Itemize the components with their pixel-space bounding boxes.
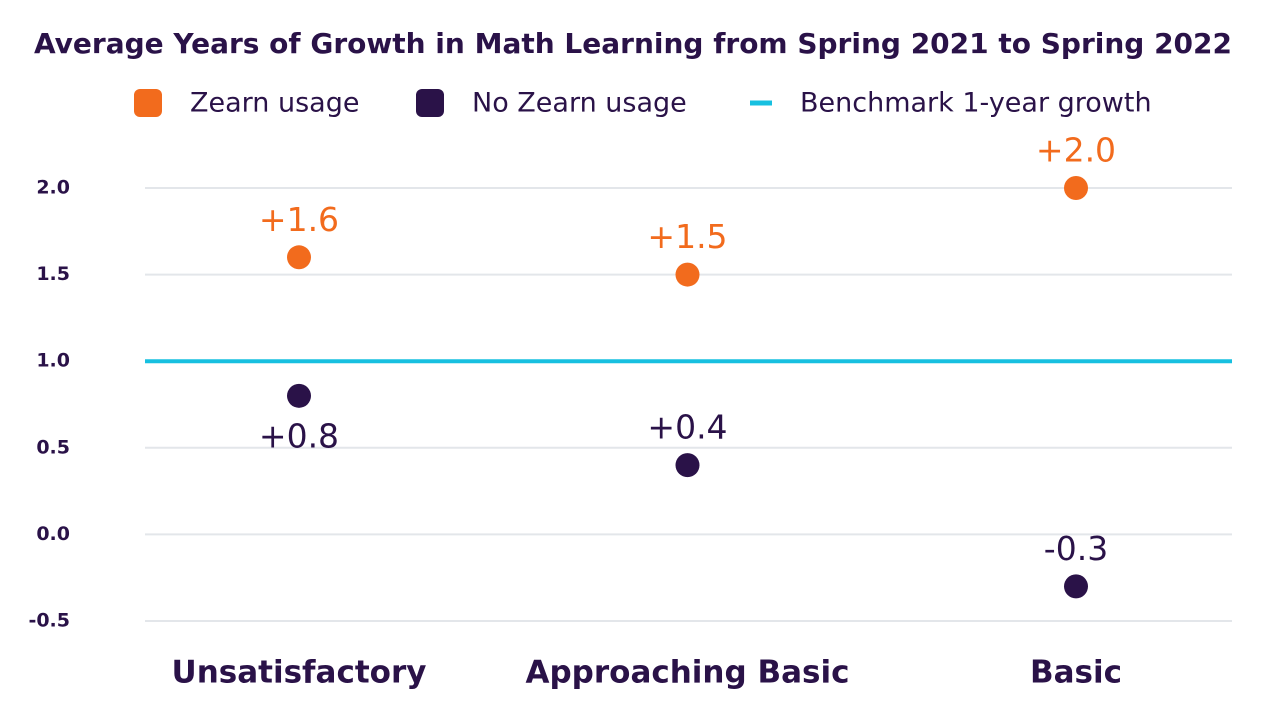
value-label: +1.5 [647,217,727,256]
dot [675,262,700,287]
value-label: +1.6 [259,200,339,239]
dot [287,245,311,270]
y-tick-label: -0.5 [28,610,70,632]
y-tick-label: 2.0 [36,177,70,199]
legend-marker [134,89,162,117]
y-tick-label: 1.0 [36,350,70,372]
dot [1064,574,1088,599]
chart-title: Average Years of Growth in Math Learning… [34,27,1232,60]
y-tick-label: 0.5 [36,436,70,458]
x-tick-label: Basic [1030,655,1122,691]
value-label: -0.3 [1044,529,1108,568]
dot [675,453,700,478]
legend-label: No Zearn usage [472,88,687,119]
legend-label: Benchmark 1-year growth [800,88,1152,119]
legend-label: Zearn usage [190,88,359,119]
value-label: +2.0 [1036,131,1116,170]
y-tick-label: 1.5 [36,263,70,285]
value-label: +0.8 [259,416,339,455]
x-tick-label: Approaching Basic [525,655,849,691]
y-tick-label: 0.0 [36,523,70,545]
x-tick-label: Unsatisfactory [172,655,427,691]
dot [287,383,311,408]
dot [1064,176,1088,200]
value-label: +0.4 [647,408,727,447]
legend-marker [416,89,444,117]
